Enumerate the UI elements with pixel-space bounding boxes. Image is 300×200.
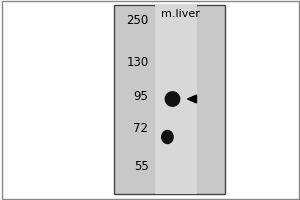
Bar [154,5,196,194]
Ellipse shape [165,92,180,106]
Text: 72: 72 [134,121,148,134]
Text: 95: 95 [134,90,148,104]
Text: 130: 130 [126,56,148,70]
Text: 250: 250 [126,14,148,26]
Ellipse shape [162,130,173,144]
Text: 55: 55 [134,160,148,172]
Text: m.liver: m.liver [160,9,200,19]
Polygon shape [188,95,196,103]
Bar [114,5,225,194]
